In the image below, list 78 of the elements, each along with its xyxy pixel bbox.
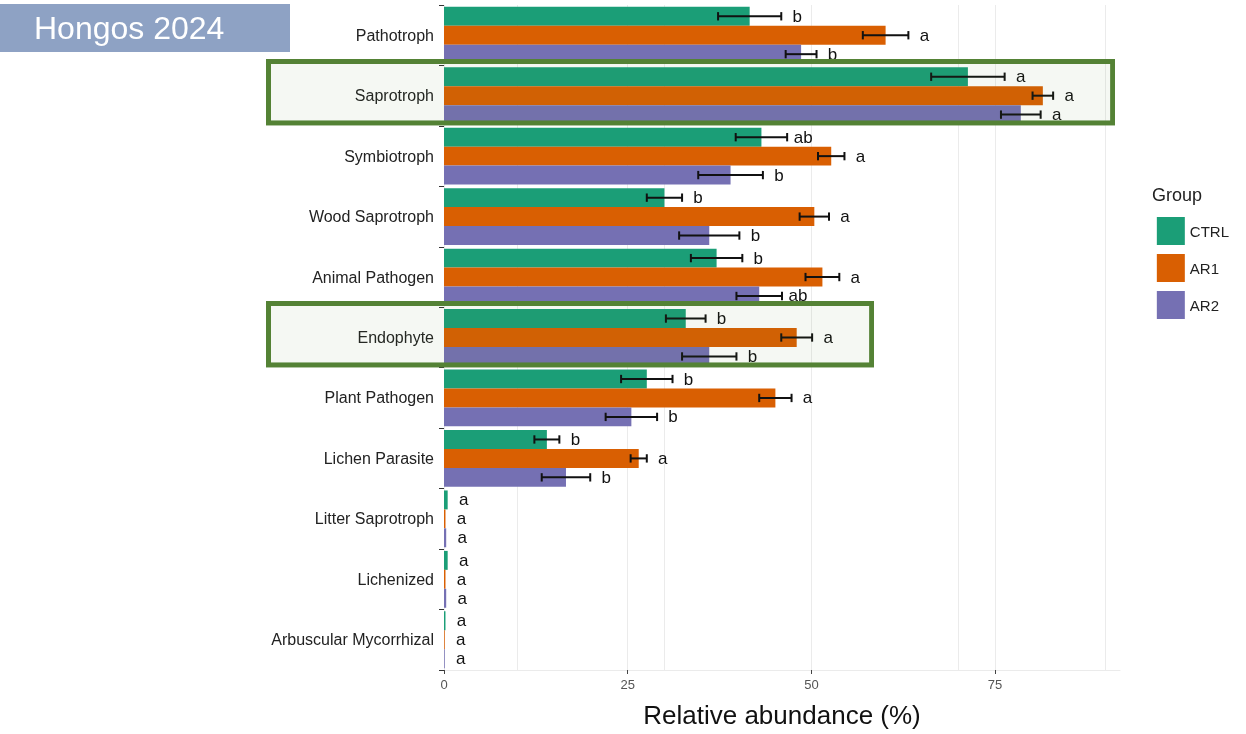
data-label: a [458,490,469,510]
y-tick-label: Animal Pathogen [312,268,434,286]
data-label: a [658,448,669,468]
bar [444,430,547,449]
data-label: a [1064,86,1075,106]
y-tick-label: Arbuscular Mycorrhizal [271,631,434,649]
bar [444,388,776,408]
x-tick-label: 75 [987,677,1003,692]
y-tick-label: Lichen Parasite [323,449,435,467]
bar [444,248,717,268]
data-label: a [458,550,469,570]
bar [444,346,710,366]
y-tick-label: Lichenized [357,570,434,588]
y-tick-label: Symbiotroph [344,147,434,165]
bar [444,528,447,548]
bar [444,490,448,510]
data-label: b [792,6,802,26]
data-label: b [601,467,611,487]
x-tick-label: 0 [440,677,448,692]
data-label: a [919,25,930,45]
data-label: b [668,407,678,427]
data-label: a [456,611,467,631]
data-label: a [850,267,861,287]
y-tick-label: Wood Saprotroph [308,208,434,226]
data-label: a [823,328,834,347]
bar [444,86,1043,106]
data-label: a [457,588,468,608]
bar [444,127,762,147]
bar [444,207,815,227]
bar [444,146,832,166]
y-tick-label: Pathotroph [355,26,434,44]
bar [444,6,750,26]
data-label: b [753,248,764,268]
data-label: a [1015,67,1026,87]
data-label: b [774,165,784,185]
data-label: b [750,226,761,246]
y-tick-label: Plant Pathogen [324,389,434,407]
legend-label: AR2 [1189,296,1220,314]
data-label: a [802,388,813,408]
data-label: a [457,528,468,548]
data-label: b [747,346,758,366]
data-label: a [456,569,467,589]
data-label: a [840,207,851,227]
bar [444,226,710,245]
bar [444,550,448,570]
data-label: b [683,369,694,389]
y-tick-label: Saprotroph [354,87,434,105]
data-label: a [456,509,467,529]
data-label: a [456,630,466,650]
data-label: ab [793,127,813,147]
x-axis-title: Relative abundance (%) [643,700,921,730]
legend-label: AR1 [1189,259,1220,277]
bar [444,267,823,287]
data-label: a [1051,105,1062,125]
data-label: b [570,429,581,449]
bar [444,588,447,608]
bar [444,165,731,185]
bar [444,25,886,45]
bar [444,309,686,329]
data-label: a [456,649,466,669]
y-tick-label: Endophyte [357,329,435,346]
y-tick-label: Litter Saprotroph [314,510,434,528]
data-label: b [716,309,727,329]
x-tick-label: 50 [804,677,819,692]
legend-label: CTRL [1189,222,1229,240]
text: Hongos 2024 [0,4,290,52]
bar [444,328,797,347]
data-label: a [855,146,866,166]
bar [444,67,968,87]
x-tick-label: 25 [620,677,635,692]
bar [444,467,566,487]
data-label: b [693,188,703,208]
bar [444,369,647,389]
bar [444,407,632,427]
data-label: ab [788,286,808,306]
legend-title: Group [1152,185,1203,205]
bar [444,448,639,468]
bar [444,188,665,208]
